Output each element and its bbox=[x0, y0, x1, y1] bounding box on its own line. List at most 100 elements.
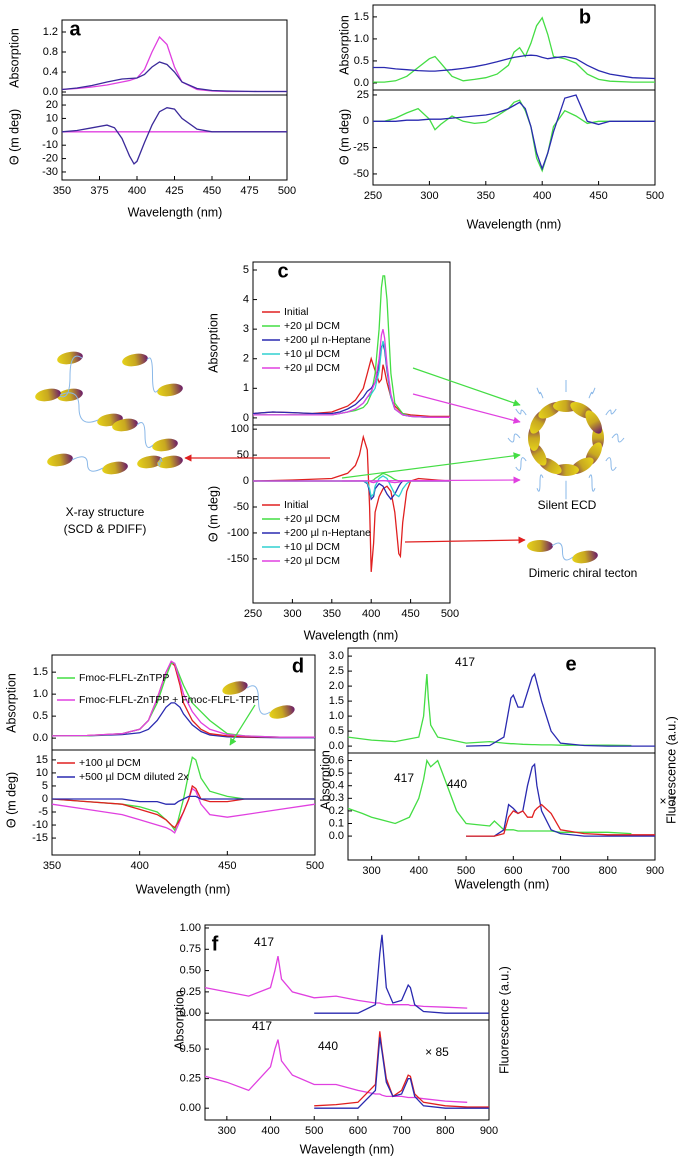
x-tick-label: 350 bbox=[323, 608, 341, 620]
y-tick-label: 1.00 bbox=[180, 922, 201, 934]
porphyrin-icon bbox=[527, 540, 553, 552]
y-tick-label: -15 bbox=[32, 832, 48, 844]
y-tick-label: 100 bbox=[231, 423, 249, 435]
legend-label: +10 µl DCM bbox=[284, 541, 340, 553]
annotation: 417 bbox=[254, 935, 274, 949]
peptide-icon bbox=[507, 433, 521, 443]
y-tick-label: 0.50 bbox=[180, 964, 201, 976]
x-axis-label: Wavelength (nm) bbox=[304, 628, 399, 642]
series-line bbox=[253, 329, 450, 418]
x-tick-label: 700 bbox=[551, 865, 569, 877]
plot-frame bbox=[372, 4, 656, 91]
series-line bbox=[373, 94, 655, 171]
y-tick-label: 0.2 bbox=[329, 805, 344, 817]
y-axis-label: Absorption bbox=[337, 15, 351, 75]
y-tick-label: 0.0 bbox=[354, 77, 369, 89]
x-tick-label: 375 bbox=[90, 185, 108, 197]
y-tick-label: 0.5 bbox=[329, 725, 344, 737]
legend-label: +20 µl DCM bbox=[284, 513, 340, 525]
peptide-icon bbox=[588, 387, 596, 399]
panel-letter: a bbox=[69, 18, 81, 40]
arrow bbox=[341, 452, 521, 479]
series-line bbox=[466, 672, 655, 747]
y-tick-label: -10 bbox=[42, 139, 58, 151]
y-tick-label: 0.4 bbox=[43, 66, 58, 78]
annotation: (SCD & PDIFF) bbox=[64, 522, 147, 536]
peptide-icon bbox=[605, 457, 617, 471]
peptide-icon bbox=[536, 474, 544, 492]
x-axis-label: Wavelength (nm) bbox=[455, 877, 550, 891]
y-tick-label: -50 bbox=[233, 501, 249, 513]
y-tick-label: 3.0 bbox=[329, 650, 344, 662]
series-line bbox=[314, 934, 489, 1014]
annotation: Silent ECD bbox=[538, 498, 597, 512]
porphyrin-icon bbox=[152, 438, 178, 452]
peptide-icon bbox=[157, 457, 163, 467]
y-tick-label: 1.0 bbox=[354, 33, 369, 45]
x-tick-label: 400 bbox=[362, 608, 380, 620]
x-tick-label: 600 bbox=[504, 865, 522, 877]
porphyrin-icon bbox=[57, 388, 83, 402]
y-tick-label: 10 bbox=[36, 767, 48, 779]
series-line bbox=[61, 35, 287, 93]
y-tick-label: 4 bbox=[243, 293, 249, 305]
plot-frame bbox=[204, 1019, 490, 1121]
plot-frame bbox=[61, 19, 288, 96]
y-tick-label: 1 bbox=[243, 382, 249, 394]
y-tick-label: -5 bbox=[38, 806, 48, 818]
series-line bbox=[61, 61, 287, 93]
series-line bbox=[314, 1037, 489, 1109]
peptide-icon bbox=[146, 357, 159, 393]
annotation: × 7 bbox=[659, 794, 676, 808]
annotation: 417 bbox=[455, 655, 475, 669]
peptide-icon bbox=[246, 685, 271, 715]
porphyrin-icon bbox=[47, 453, 73, 467]
porphyrin-icon bbox=[57, 351, 83, 365]
series-line bbox=[51, 784, 315, 829]
y-tick-label: -150 bbox=[227, 553, 249, 565]
plot-frame bbox=[51, 749, 316, 856]
porphyrin-icon bbox=[35, 388, 61, 402]
x-tick-label: 900 bbox=[480, 1125, 498, 1137]
series-line bbox=[373, 54, 656, 80]
y-tick-label: 0.5 bbox=[329, 767, 344, 779]
y-tick-label: 0.0 bbox=[329, 740, 344, 752]
y-tick-label: 0 bbox=[52, 126, 58, 138]
series-line bbox=[253, 340, 450, 418]
series-line bbox=[347, 674, 632, 747]
peptide-icon bbox=[59, 392, 99, 423]
series-line bbox=[253, 480, 450, 501]
arrow bbox=[404, 536, 526, 544]
series-line bbox=[314, 1031, 489, 1108]
arrow bbox=[341, 476, 521, 484]
plot-frame bbox=[347, 647, 656, 754]
series-line bbox=[52, 795, 315, 805]
x-tick-label: 300 bbox=[283, 608, 301, 620]
y-tick-label: -100 bbox=[227, 527, 249, 539]
y-tick-label: 5 bbox=[243, 264, 249, 276]
y-tick-label: 1.0 bbox=[33, 688, 48, 700]
y-axis-label: Θ (m deg) bbox=[7, 109, 21, 165]
legend-label: +100 µl DCM bbox=[79, 757, 141, 769]
annotation: Dimeric chiral tecton bbox=[529, 566, 638, 580]
porphyrin-icon bbox=[222, 681, 248, 695]
x-tick-label: 300 bbox=[218, 1125, 236, 1137]
y-tick-label: -50 bbox=[353, 168, 369, 180]
porphyrin-icon bbox=[137, 455, 163, 469]
panel-letter: e bbox=[565, 653, 576, 675]
legend-label: +20 µl DCM bbox=[284, 320, 340, 332]
series-line bbox=[204, 955, 468, 1009]
y-tick-label: -30 bbox=[42, 166, 58, 178]
porphyrin-icon bbox=[122, 353, 148, 367]
x-tick-label: 800 bbox=[436, 1125, 454, 1137]
x-tick-label: 400 bbox=[130, 860, 148, 872]
y-tick-label: 5 bbox=[42, 780, 48, 792]
y-axis-label: Absorption bbox=[318, 750, 332, 810]
annotation: 440 bbox=[447, 777, 467, 791]
legend-label: +200 µl n-Heptane bbox=[284, 334, 371, 346]
y-axis-label: Θ (m deg) bbox=[206, 486, 220, 542]
y-tick-label: 0.0 bbox=[329, 830, 344, 842]
legend-label: Fmoc-FLFL-ZnTPP + Fmoc-FLFL-TPP bbox=[79, 694, 259, 706]
